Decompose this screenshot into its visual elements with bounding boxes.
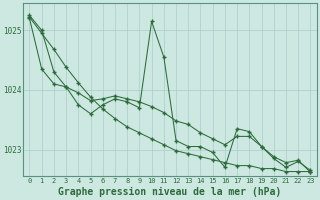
X-axis label: Graphe pression niveau de la mer (hPa): Graphe pression niveau de la mer (hPa): [58, 186, 282, 197]
